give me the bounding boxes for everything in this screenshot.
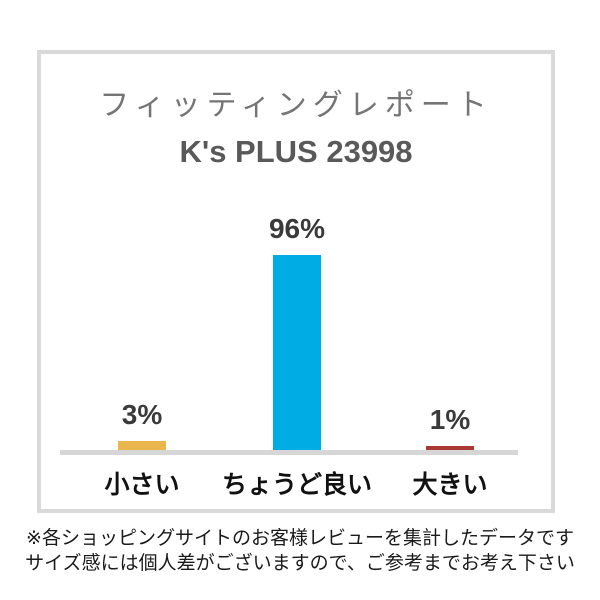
category-label: 小さい — [104, 471, 180, 499]
report-card-inner: フィッティングレポート K's PLUS 23998 3% 小さい 96% ちょうど良… — [41, 54, 551, 509]
chart-baseline — [60, 450, 518, 455]
bar-value-label: 3% — [121, 399, 163, 431]
bar-chart: 3% 小さい 96% ちょうど良い 1% 大きい — [41, 54, 551, 509]
bar-value-label: 96% — [268, 213, 326, 245]
fitting-report-card: フィッティングレポート K's PLUS 23998 3% 小さい 96% ちょうど良… — [37, 50, 555, 513]
product-name: K's PLUS 23998 — [179, 134, 413, 169]
bar-column-1: 3% — [65, 399, 219, 450]
footnote-line-2: サイズ感には個人差がございますので、ご参考までお考え下さい — [25, 553, 575, 574]
footnote: ※各ショッピングサイトのお客様レビューを集計したデータです サイズ感には個人差が… — [0, 526, 600, 576]
bar-rect — [118, 441, 166, 450]
category-label: 大きい — [412, 471, 488, 499]
bar-column-2: 96% — [220, 213, 374, 450]
bar-rect — [273, 255, 321, 450]
report-title: フィッティングレポート — [99, 89, 493, 122]
footnote-line-1: ※各ショッピングサイトのお客様レビューを集計したデータです — [26, 528, 574, 549]
bar-value-label: 1% — [429, 404, 471, 436]
category-label: ちょうど良い — [221, 471, 372, 499]
bar-rect — [426, 446, 474, 450]
bar-column-3: 1% — [373, 404, 527, 450]
